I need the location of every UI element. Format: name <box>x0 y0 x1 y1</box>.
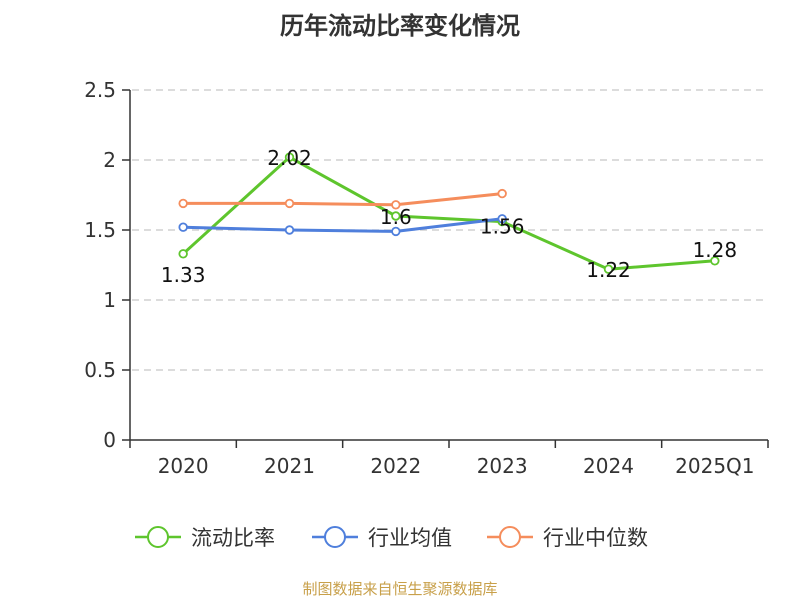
grid-lines <box>132 89 768 371</box>
y-tick-label: 0.5 <box>84 358 116 382</box>
x-tick-label: 2020 <box>158 454 209 478</box>
data-label: 1.33 <box>161 263 206 287</box>
y-tick-label: 2 <box>103 148 116 172</box>
legend-item-0[interactable]: 流动比率 <box>135 526 275 550</box>
legend-label: 行业均值 <box>368 526 452 550</box>
data-point <box>178 249 188 259</box>
x-tick-label: 2021 <box>264 454 315 478</box>
data-point <box>603 264 614 274</box>
data-label: 2.02 <box>267 146 312 170</box>
legend-label: 行业中位数 <box>543 526 648 550</box>
data-point <box>497 214 507 224</box>
x-tick-label: 2022 <box>370 454 421 478</box>
x-tick-label: 2023 <box>477 454 528 478</box>
legend-swatch-marker <box>147 526 169 548</box>
data-point <box>391 200 401 210</box>
axes: 0 0.5 1 1.5 2 2.5 2020 2021 2022 2023 2024 2025Q1 <box>84 78 769 478</box>
data-point <box>497 188 507 199</box>
y-tick-label: 1.5 <box>84 218 116 242</box>
data-point <box>284 152 295 162</box>
series-lines <box>178 152 720 274</box>
data-label: 1.56 <box>480 215 525 239</box>
y-tick-label: 1 <box>103 288 116 312</box>
y-tick-label: 0 <box>103 428 116 452</box>
chart-title: 历年流动比率变化情况 <box>280 12 520 40</box>
legend-swatch-marker <box>324 526 346 548</box>
data-point <box>391 226 401 237</box>
data-label: 1.22 <box>586 258 631 282</box>
data-point <box>178 198 188 209</box>
legend-label: 流动比率 <box>191 526 275 550</box>
data-point <box>284 225 295 235</box>
legend-swatch-marker <box>499 526 521 548</box>
source-note: 制图数据来自恒生聚源数据库 <box>302 580 498 598</box>
data-point <box>710 256 720 266</box>
y-tick-label: 2.5 <box>84 78 116 102</box>
x-tick-label: 2025Q1 <box>675 454 754 478</box>
data-label: 1.28 <box>693 238 738 262</box>
legend-item-1[interactable]: 行业均值 <box>312 526 452 550</box>
data-point <box>178 222 188 232</box>
data-label: 1.6 <box>380 205 412 229</box>
data-point <box>284 198 295 209</box>
series-line-0 <box>181 155 717 271</box>
legend-item-2[interactable]: 行业中位数 <box>487 526 648 550</box>
legend[interactable]: 流动比率 行业均值 行业中位数 <box>135 526 648 550</box>
x-tick-label: 2024 <box>583 454 634 478</box>
data-point <box>391 211 401 221</box>
data-labels: 1.33 2.02 1.6 1.56 1.22 1.28 <box>161 146 737 287</box>
series-line-2 <box>181 192 504 207</box>
series-line-1 <box>181 217 504 233</box>
